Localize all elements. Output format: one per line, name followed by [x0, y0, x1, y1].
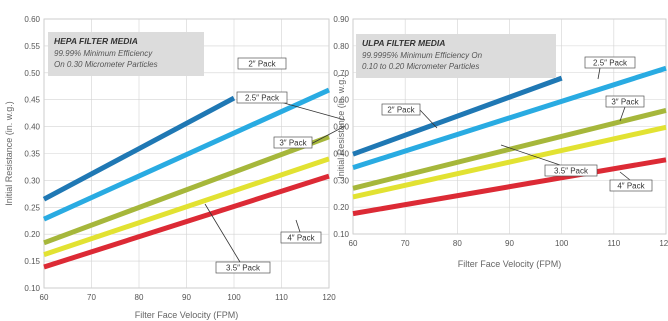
- y-axis-title: Initial Resistance (in. w.g.): [336, 74, 346, 179]
- pack-leader-line: [619, 171, 631, 181]
- y-tick-label: 0.20: [333, 203, 349, 212]
- pack-label: 3″ Pack: [611, 97, 639, 106]
- y-tick-label: 0.20: [24, 230, 40, 239]
- chart-subtitle-line: 0.10 to 0.20 Micrometer Particles: [362, 62, 479, 71]
- x-tick-label: 70: [401, 239, 410, 248]
- x-tick-label: 120: [659, 239, 668, 248]
- pack-leader-line: [308, 125, 346, 146]
- x-tick-label: 100: [227, 293, 241, 302]
- y-tick-label: 0.80: [333, 42, 349, 51]
- pack-label-box: [381, 103, 421, 116]
- pack-label: 2.5″ Pack: [245, 93, 280, 102]
- y-tick-label: 0.40: [333, 149, 349, 158]
- series-line-3-5-pack: [43, 156, 330, 257]
- y-tick-label: 0.60: [333, 96, 349, 105]
- y-tick-label: 0.45: [24, 96, 40, 105]
- series-line-2-5-pack: [352, 65, 667, 170]
- pack-label-box: [236, 91, 288, 104]
- series-line-3-5-pack: [352, 124, 667, 200]
- pack-label: 3″ Pack: [279, 138, 307, 147]
- pack-label-box: [237, 57, 287, 70]
- series-line-4-pack: [43, 173, 330, 270]
- x-tick-label: 110: [275, 293, 288, 302]
- pack-leader-line: [619, 106, 626, 122]
- pack-label: 4″ Pack: [287, 233, 315, 242]
- x-tick-label: 90: [182, 293, 191, 302]
- chart-title: ULPA FILTER MEDIA: [362, 38, 445, 48]
- y-tick-label: 0.30: [333, 176, 349, 185]
- x-tick-label: 120: [322, 293, 336, 302]
- series-line-4-pack: [352, 157, 667, 217]
- y-tick-label: 0.10: [24, 284, 40, 293]
- y-tick-label: 0.55: [24, 42, 40, 51]
- y-tick-label: 0.70: [333, 69, 349, 78]
- chart-subtitle-line: On 0.30 Micrometer Particles: [54, 60, 158, 69]
- pack-label-box: [215, 261, 271, 274]
- y-tick-label: 0.15: [24, 257, 40, 266]
- y-tick-label: 0.35: [24, 150, 40, 159]
- chart-subtitle-line: 99.99% Minimum Efficiency: [54, 49, 153, 58]
- pack-leader-line: [204, 203, 241, 263]
- pack-label-box: [605, 95, 645, 108]
- x-tick-label: 110: [607, 239, 620, 248]
- y-tick-label: 0.10: [333, 230, 349, 239]
- pack-label-box: [609, 179, 653, 192]
- y-tick-label: 0.50: [24, 69, 40, 78]
- media-info-box: [48, 32, 204, 76]
- media-info-box: [356, 34, 556, 78]
- chart-hepa: 0.10 0.15 0.20 0.25 0.30 0.35 0.40 0.45 0.50 0.55…: [4, 15, 346, 320]
- chart-subtitle-line: 99.9995% Minimum Efficiency On: [362, 51, 483, 60]
- pack-leader-line: [597, 67, 601, 80]
- y-axis-title: Initial Resistance (in. w.g.): [4, 101, 14, 206]
- pack-leader-line: [419, 109, 438, 129]
- pack-label-box: [544, 164, 598, 177]
- x-tick-label: 60: [349, 239, 358, 248]
- pack-label-box: [280, 231, 322, 244]
- pack-label: 2.5″ Pack: [593, 58, 628, 67]
- pack-label: 3.5″ Pack: [554, 166, 589, 175]
- pack-leader-line: [295, 219, 301, 233]
- pack-label: 2″ Pack: [387, 105, 415, 114]
- series-line-2-pack: [42, 95, 236, 202]
- pack-label-box: [584, 56, 636, 69]
- y-tick-label: 0.30: [24, 176, 40, 185]
- y-tick-label: 0.40: [24, 123, 40, 132]
- x-tick-label: 70: [87, 293, 96, 302]
- series-line-3-pack: [352, 107, 667, 191]
- series-line-2-5-pack: [42, 87, 331, 222]
- series-line-2-pack: [352, 75, 563, 157]
- pack-label: 2″ Pack: [248, 59, 276, 68]
- x-tick-label: 60: [40, 293, 49, 302]
- x-axis-title: Filter Face Velocity (FPM): [135, 310, 239, 320]
- pack-label: 3.5″ Pack: [226, 263, 261, 272]
- x-tick-label: 100: [555, 239, 569, 248]
- y-tick-label: 0.25: [24, 203, 40, 212]
- y-tick-label: 0.90: [333, 15, 349, 24]
- y-tick-label: 0.50: [333, 123, 349, 132]
- x-tick-label: 80: [453, 239, 462, 248]
- pack-leader-line: [500, 144, 561, 166]
- pack-label-box: [273, 136, 313, 149]
- pack-label: 4″ Pack: [617, 181, 645, 190]
- x-axis-title: Filter Face Velocity (FPM): [458, 259, 562, 269]
- chart-ulpa: 0.10 0.20 0.30 0.40 0.50 0.60 0.70 0.80 0.90 60 70…: [333, 15, 668, 269]
- chart-title: HEPA FILTER MEDIA: [54, 36, 138, 46]
- series-line-3-pack: [43, 134, 330, 246]
- x-tick-label: 90: [505, 239, 514, 248]
- x-tick-label: 80: [135, 293, 144, 302]
- y-tick-label: 0.60: [24, 15, 40, 24]
